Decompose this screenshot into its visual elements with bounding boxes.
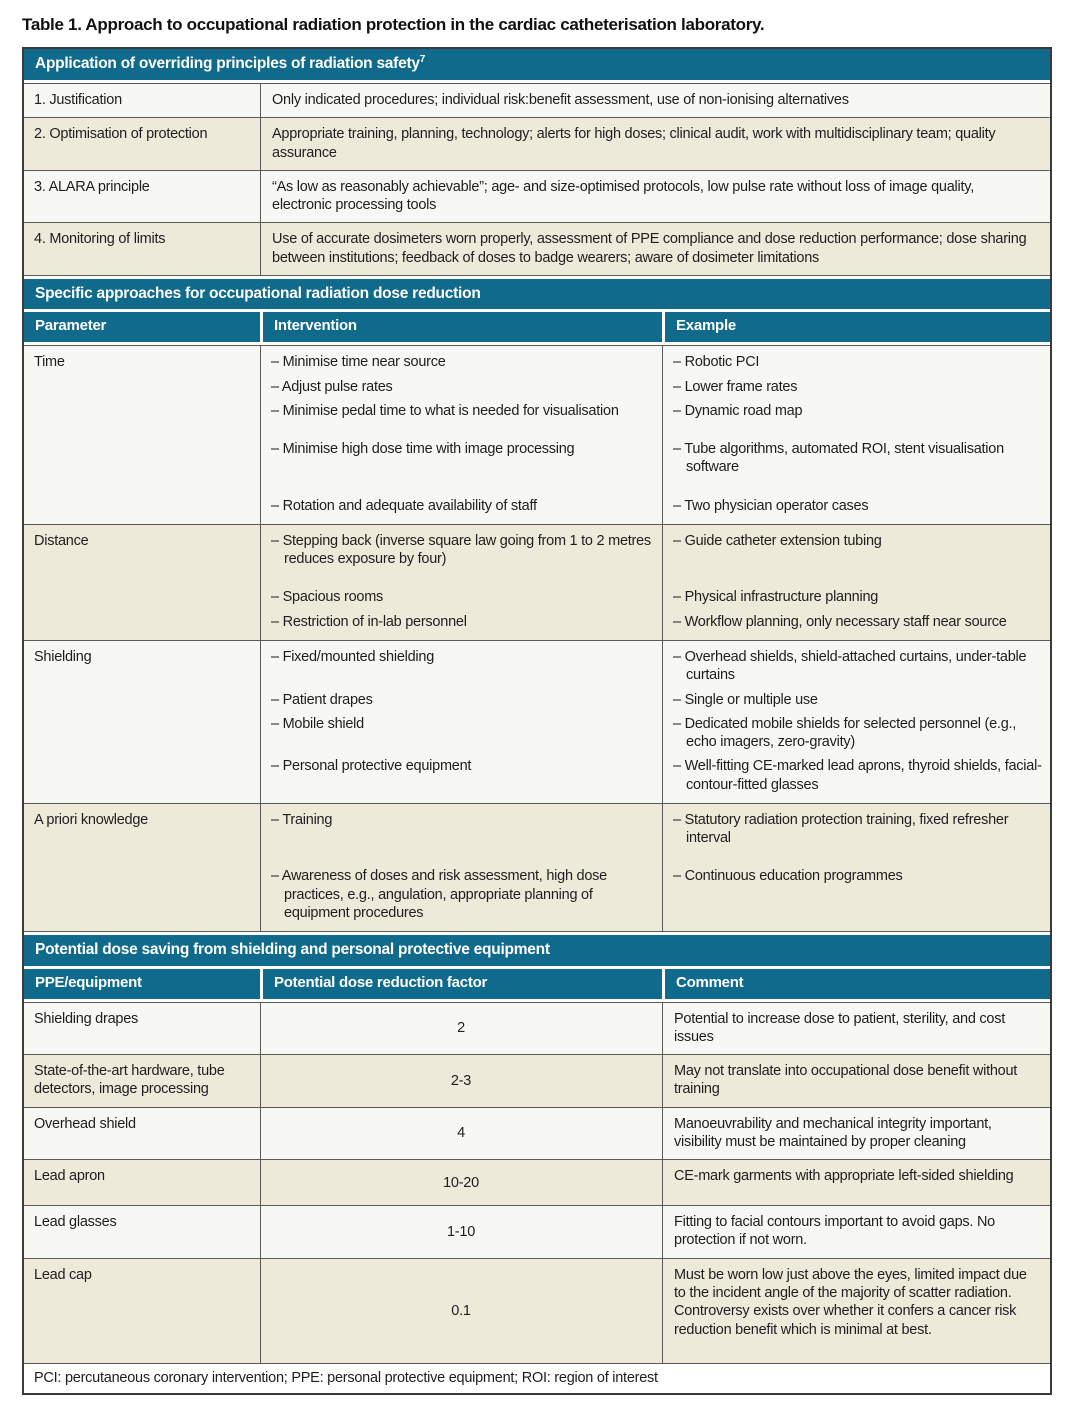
- intervention-item: – Patient drapes: [271, 691, 373, 708]
- column-header-ppe-equipment: PPE/equipment: [35, 973, 142, 991]
- parameter-cell: Shielding: [34, 649, 92, 665]
- example-item: – Well-fitting CE-marked lead aprons, th…: [673, 758, 1042, 793]
- intervention-item: – Personal protective equipment: [271, 758, 472, 775]
- row-label: 4. Monitoring of limits: [34, 231, 166, 248]
- row-value: Only indicated procedures; individual ri…: [272, 92, 849, 109]
- factor-cell: 0.1: [451, 1302, 471, 1319]
- table-row-a-priori-knowledge: A priori knowledge – Training – Statutor…: [24, 802, 1050, 933]
- example-item: – Guide catheter extension tubing: [673, 532, 882, 549]
- column-header-comment: Comment: [662, 968, 1050, 999]
- intervention-item: – Rotation and adequate availability of …: [271, 497, 537, 514]
- table-row-monitoring: 4. Monitoring of limits Use of accurate …: [24, 222, 1050, 276]
- table-row-alara: 3. ALARA principle “As low as reasonably…: [24, 169, 1050, 223]
- row-label: 3. ALARA principle: [34, 178, 150, 195]
- row-value: Use of accurate dosimeters worn properly…: [272, 231, 1027, 266]
- example-item: – Continuous education programmes: [673, 868, 903, 885]
- column-header-row-dose-saving: PPE/equipment Potential dose reduction f…: [24, 968, 1050, 1002]
- intervention-item: – Fixed/mounted shielding: [271, 649, 435, 665]
- example-item: – Workflow planning, only necessary staf…: [673, 613, 1007, 630]
- intervention-item: – Training: [271, 811, 333, 828]
- row-label: 2. Optimisation of protection: [34, 126, 208, 143]
- equipment-cell: Overhead shield: [34, 1115, 136, 1132]
- example-item: – Robotic PCI: [673, 354, 760, 371]
- equipment-cell: Shielding drapes: [34, 1010, 139, 1027]
- table-row-time: Time – Minimise time near source – Robot…: [24, 345, 1050, 524]
- factor-cell: 2-3: [450, 1072, 472, 1089]
- factor-cell: 1-10: [446, 1223, 476, 1240]
- intervention-item: – Stepping back (inverse square law goin…: [271, 532, 651, 568]
- example-item: – Two physician operator cases: [673, 497, 869, 514]
- intervention-item: – Minimise pedal time to what is needed …: [271, 402, 619, 419]
- column-header-example: Example: [662, 312, 1050, 343]
- row-label: 1. Justification: [34, 92, 122, 109]
- table-title: Table 1. Approach to occupational radiat…: [22, 15, 765, 34]
- equipment-cell: Lead glasses: [34, 1214, 117, 1231]
- section-header-principles-text: Application of overriding principles of …: [35, 55, 420, 73]
- factor-cell: 4: [457, 1125, 465, 1142]
- comment-cell: May not translate into occupational dose…: [674, 1063, 1018, 1098]
- intervention-item: – Minimise time near source: [271, 354, 446, 371]
- table: Application of overriding principles of …: [22, 47, 1052, 1395]
- example-item: – Single or multiple use: [673, 691, 818, 708]
- section-header-approaches: Specific approaches for occupational rad…: [24, 275, 1050, 313]
- intervention-item: – Restriction of in-lab personnel: [271, 613, 467, 630]
- row-value: Appropriate training, planning, technolo…: [272, 126, 996, 161]
- table-row-justification: 1. Justification Only indicated procedur…: [24, 83, 1050, 118]
- column-header-intervention: Intervention: [260, 312, 662, 343]
- parameter-cell: Time: [34, 354, 65, 371]
- comment-cell: CE-mark garments with appropriate left-s…: [674, 1168, 1014, 1185]
- table-row-shielding-drapes: Shielding drapes 2 Potential to increase…: [24, 1001, 1050, 1055]
- abbreviations-footnote: PCI: percutaneous coronary intervention;…: [24, 1362, 1050, 1393]
- column-header-parameter: Parameter: [35, 317, 107, 335]
- row-value: “As low as reasonably achievable”; age- …: [272, 178, 974, 214]
- comment-cell: Manoeuvrability and mechanical integrity…: [674, 1115, 992, 1150]
- intervention-item: – Mobile shield: [271, 715, 364, 732]
- example-item: – Dynamic road map: [673, 402, 803, 419]
- table-row-shielding: Shielding – Fixed/mounted shielding – Ov…: [24, 640, 1050, 803]
- parameter-cell: Distance: [34, 532, 89, 549]
- section-header-principles: Application of overriding principles of …: [24, 49, 1050, 84]
- example-item: – Lower frame rates: [673, 378, 798, 395]
- table-row-lead-glasses: Lead glasses 1-10 Fitting to facial cont…: [24, 1205, 1050, 1258]
- example-item: – Dedicated mobile shields for selected …: [673, 715, 1017, 751]
- table-row-state-of-the-art-hardware: State-of-the-art hardware, tube detector…: [24, 1054, 1050, 1107]
- equipment-cell: Lead cap: [34, 1266, 92, 1283]
- column-header-dose-reduction-factor: Potential dose reduction factor: [260, 968, 662, 999]
- equipment-cell: State-of-the-art hardware, tube detector…: [34, 1063, 225, 1098]
- table-row-lead-cap: Lead cap 0.1 Must be worn low just above…: [24, 1257, 1050, 1363]
- table-row-distance: Distance – Stepping back (inverse square…: [24, 523, 1050, 641]
- intervention-item: – Spacious rooms: [271, 589, 384, 606]
- example-item: – Physical infrastructure planning: [673, 589, 879, 606]
- intervention-item: – Minimise high dose time with image pro…: [271, 441, 575, 458]
- table-row-overhead-shield: Overhead shield 4 Manoeuvrability and me…: [24, 1106, 1050, 1160]
- factor-cell: 2: [457, 1020, 465, 1037]
- table-row-optimisation: 2. Optimisation of protection Appropriat…: [24, 117, 1050, 170]
- intervention-item: – Awareness of doses and risk assessment…: [271, 868, 607, 921]
- table-row-lead-apron: Lead apron 10-20 CE-mark garments with a…: [24, 1159, 1050, 1206]
- parameter-cell: A priori knowledge: [34, 811, 148, 828]
- comment-cell: Must be worn low just above the eyes, li…: [674, 1266, 1027, 1338]
- equipment-cell: Lead apron: [34, 1168, 105, 1185]
- comment-cell: Potential to increase dose to patient, s…: [674, 1010, 1006, 1045]
- example-item: – Tube algorithms, automated ROI, stent …: [673, 441, 1004, 476]
- intervention-item: – Adjust pulse rates: [271, 378, 393, 395]
- section-header-dose-saving: Potential dose saving from shielding and…: [24, 932, 1050, 969]
- factor-cell: 10-20: [443, 1174, 479, 1191]
- comment-cell: Fitting to facial contours important to …: [674, 1214, 995, 1249]
- reference-superscript: 7: [419, 54, 426, 66]
- column-header-row-approaches: Parameter Intervention Example: [24, 312, 1050, 346]
- example-item: – Overhead shields, shield-attached curt…: [673, 649, 1027, 684]
- example-item: – Statutory radiation protection trainin…: [673, 811, 1009, 847]
